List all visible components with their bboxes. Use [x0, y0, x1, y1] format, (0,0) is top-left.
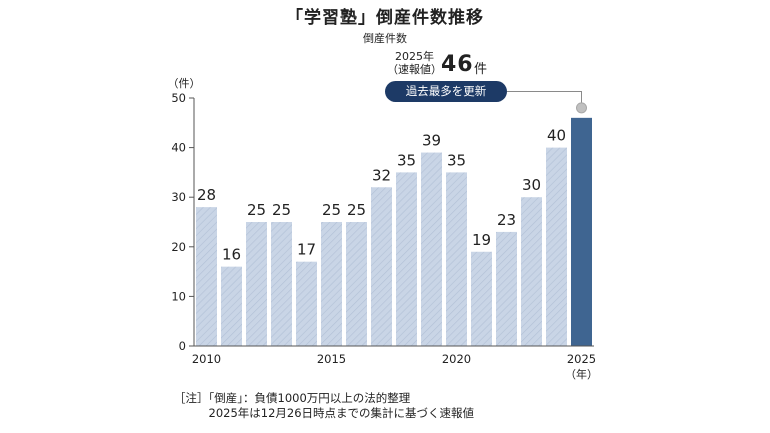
y-tick-label: 30: [171, 190, 186, 204]
bar: [221, 266, 242, 346]
bar: [271, 222, 292, 346]
data-label: 17: [297, 241, 316, 259]
bar: [346, 222, 367, 346]
bar: [446, 172, 467, 346]
footnote: ［注］「倒産」：負債1000万円以上の法的整理 2025年は12月26日時点まで…: [174, 391, 475, 420]
data-label: 19: [472, 231, 491, 249]
x-axis-unit-label: （年）: [565, 367, 598, 381]
bar: [396, 172, 417, 346]
bar: [421, 152, 442, 346]
bar: [546, 147, 567, 346]
y-tick-label: 50: [171, 91, 186, 105]
x-tick-label: 2025: [567, 352, 596, 366]
data-label: 28: [197, 186, 216, 204]
bar: [471, 251, 492, 346]
record-high-badge: 過去最多を更新: [385, 81, 507, 102]
data-label: 39: [422, 132, 441, 150]
highlight-bar: [571, 117, 592, 346]
x-tick-label: 2015: [317, 352, 346, 366]
bar: [321, 222, 342, 346]
data-label: 25: [347, 201, 366, 219]
data-label: 32: [372, 166, 391, 184]
data-label: 40: [547, 127, 566, 145]
data-label: 23: [497, 211, 516, 229]
y-tick-label: 0: [179, 339, 186, 353]
data-label: 25: [322, 201, 341, 219]
bar: [196, 207, 217, 346]
latest-value-number: 46: [441, 52, 474, 77]
y-tick-label: 40: [171, 141, 186, 155]
data-label: 35: [397, 151, 416, 169]
data-label: 30: [522, 176, 541, 194]
bar: [296, 261, 317, 346]
latest-value-note-line2: （速報値）: [387, 63, 442, 76]
bar: [496, 231, 517, 346]
chart-title: 「学習塾」倒産件数推移: [286, 8, 484, 28]
data-label: 35: [447, 151, 466, 169]
bar: [371, 187, 392, 346]
latest-value-note-line1: 2025年: [395, 50, 434, 63]
chart-subtitle: 倒産件数: [363, 32, 407, 45]
y-tick-label: 20: [171, 240, 186, 254]
y-axis-unit-label: （件）: [168, 77, 201, 90]
data-label: 16: [222, 246, 241, 264]
data-label: 25: [272, 201, 291, 219]
bar: [246, 222, 267, 346]
x-tick-label: 2010: [192, 352, 221, 366]
callout-leader-line: [507, 91, 582, 103]
latest-value-note: 2025年 （速報値）: [387, 50, 442, 76]
x-tick-label: 2020: [442, 352, 471, 366]
latest-value-unit: 件: [474, 62, 488, 77]
data-label: 25: [247, 201, 266, 219]
bar: [521, 197, 542, 346]
callout-leader-dot: [576, 102, 587, 114]
y-tick-label: 10: [171, 289, 186, 303]
